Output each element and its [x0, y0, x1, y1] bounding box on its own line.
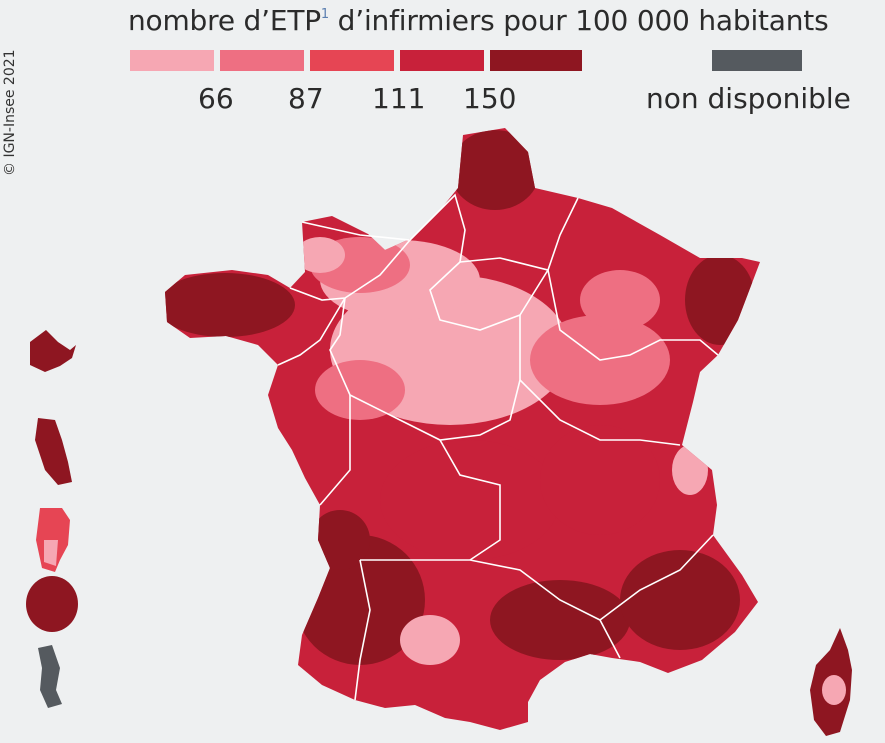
legend-swatch-4	[400, 50, 484, 71]
patch-gers-light	[400, 615, 460, 665]
mayotte	[38, 645, 62, 708]
patch-lorraine-mid	[580, 270, 660, 330]
patch-rhone-alpes	[540, 425, 660, 535]
patch-alps-light	[672, 445, 708, 495]
region-borders	[277, 193, 719, 701]
legend-title-main: nombre d’ETP	[128, 4, 321, 37]
border-bourgogne	[519, 379, 681, 446]
legend-threshold-87: 87	[288, 82, 324, 115]
patch-nord-dark	[450, 130, 540, 210]
patch-alsace-dark	[685, 255, 755, 345]
border-idf	[429, 261, 549, 331]
legend-title-rest: d’infirmiers pour 100 000 habitants	[328, 4, 829, 37]
patch-brittany-dark	[165, 273, 295, 337]
guadeloupe	[30, 330, 76, 372]
border-south-west	[354, 559, 371, 701]
footnote-marker: 1	[320, 7, 329, 22]
patch-normandy-light	[295, 237, 345, 273]
martinique	[35, 418, 72, 485]
legend-threshold-150: 150	[463, 82, 517, 115]
overseas-territories	[26, 330, 78, 708]
legend-threshold-66: 66	[198, 82, 234, 115]
legend-swatch-1	[130, 50, 214, 71]
patch-provence-dark	[620, 550, 740, 650]
la-reunion	[26, 576, 78, 632]
patch-centre-mid	[315, 360, 405, 420]
legend-title: nombre d’ETP1 d’infirmiers pour 100 000 …	[128, 4, 878, 37]
legend-threshold-111: 111	[372, 82, 426, 115]
legend-swatch-na	[712, 50, 802, 71]
legend-swatch-5	[490, 50, 582, 71]
patch-aquitaine-coast-dark	[310, 510, 370, 570]
border-nouvelle-aquitaine	[319, 395, 351, 506]
guyane-light	[44, 540, 58, 566]
patch-massif-central	[380, 440, 560, 560]
legend-na-label: non disponible	[646, 82, 851, 115]
border-grand-est	[547, 269, 719, 361]
france-map	[165, 128, 852, 736]
legend-swatch-2	[220, 50, 304, 71]
border-centre	[329, 297, 521, 441]
border-bretagne	[277, 297, 346, 366]
border-paca	[599, 534, 714, 621]
border-hauts-de-france	[301, 193, 579, 271]
border-auvergne	[439, 439, 501, 561]
corsica-light-patch	[822, 675, 846, 705]
patch-languedoc-dark	[490, 580, 630, 660]
legend-swatch-3	[310, 50, 394, 71]
